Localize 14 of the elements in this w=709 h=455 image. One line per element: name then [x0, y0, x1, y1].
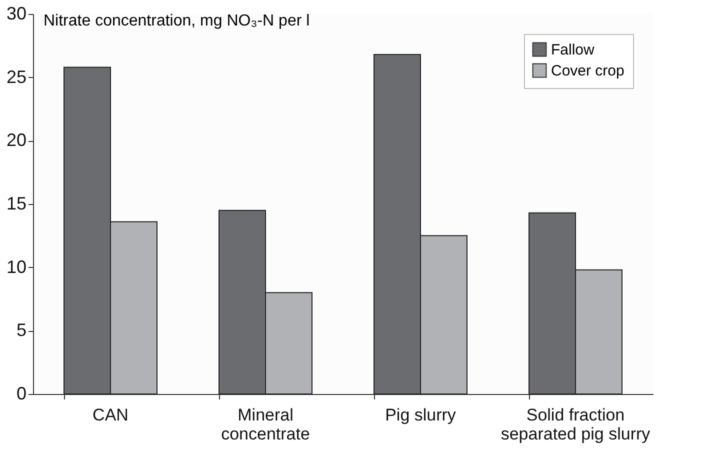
- y-tick-label: 30: [6, 4, 26, 24]
- x-tick-label: Pig slurry: [385, 406, 456, 424]
- x-tick-label: CAN: [92, 406, 128, 424]
- x-tick-label: Mineral concentrate: [221, 406, 310, 444]
- y-tick-label: 5: [16, 320, 26, 340]
- y-tick-label: 25: [6, 66, 26, 87]
- y-tick-label: 10: [6, 256, 26, 277]
- y-tick-label: 15: [6, 194, 26, 214]
- y-axis-title: Nitrate concentration, mg NO₃-N per l: [44, 12, 310, 30]
- x-tick-label: Solid fraction separated pig slurry: [500, 406, 651, 444]
- legend-label: Fallow: [551, 42, 595, 58]
- y-tick-label: 0: [16, 384, 26, 404]
- legend-label: Cover crop: [551, 62, 624, 80]
- y-tick-label: 20: [6, 130, 26, 150]
